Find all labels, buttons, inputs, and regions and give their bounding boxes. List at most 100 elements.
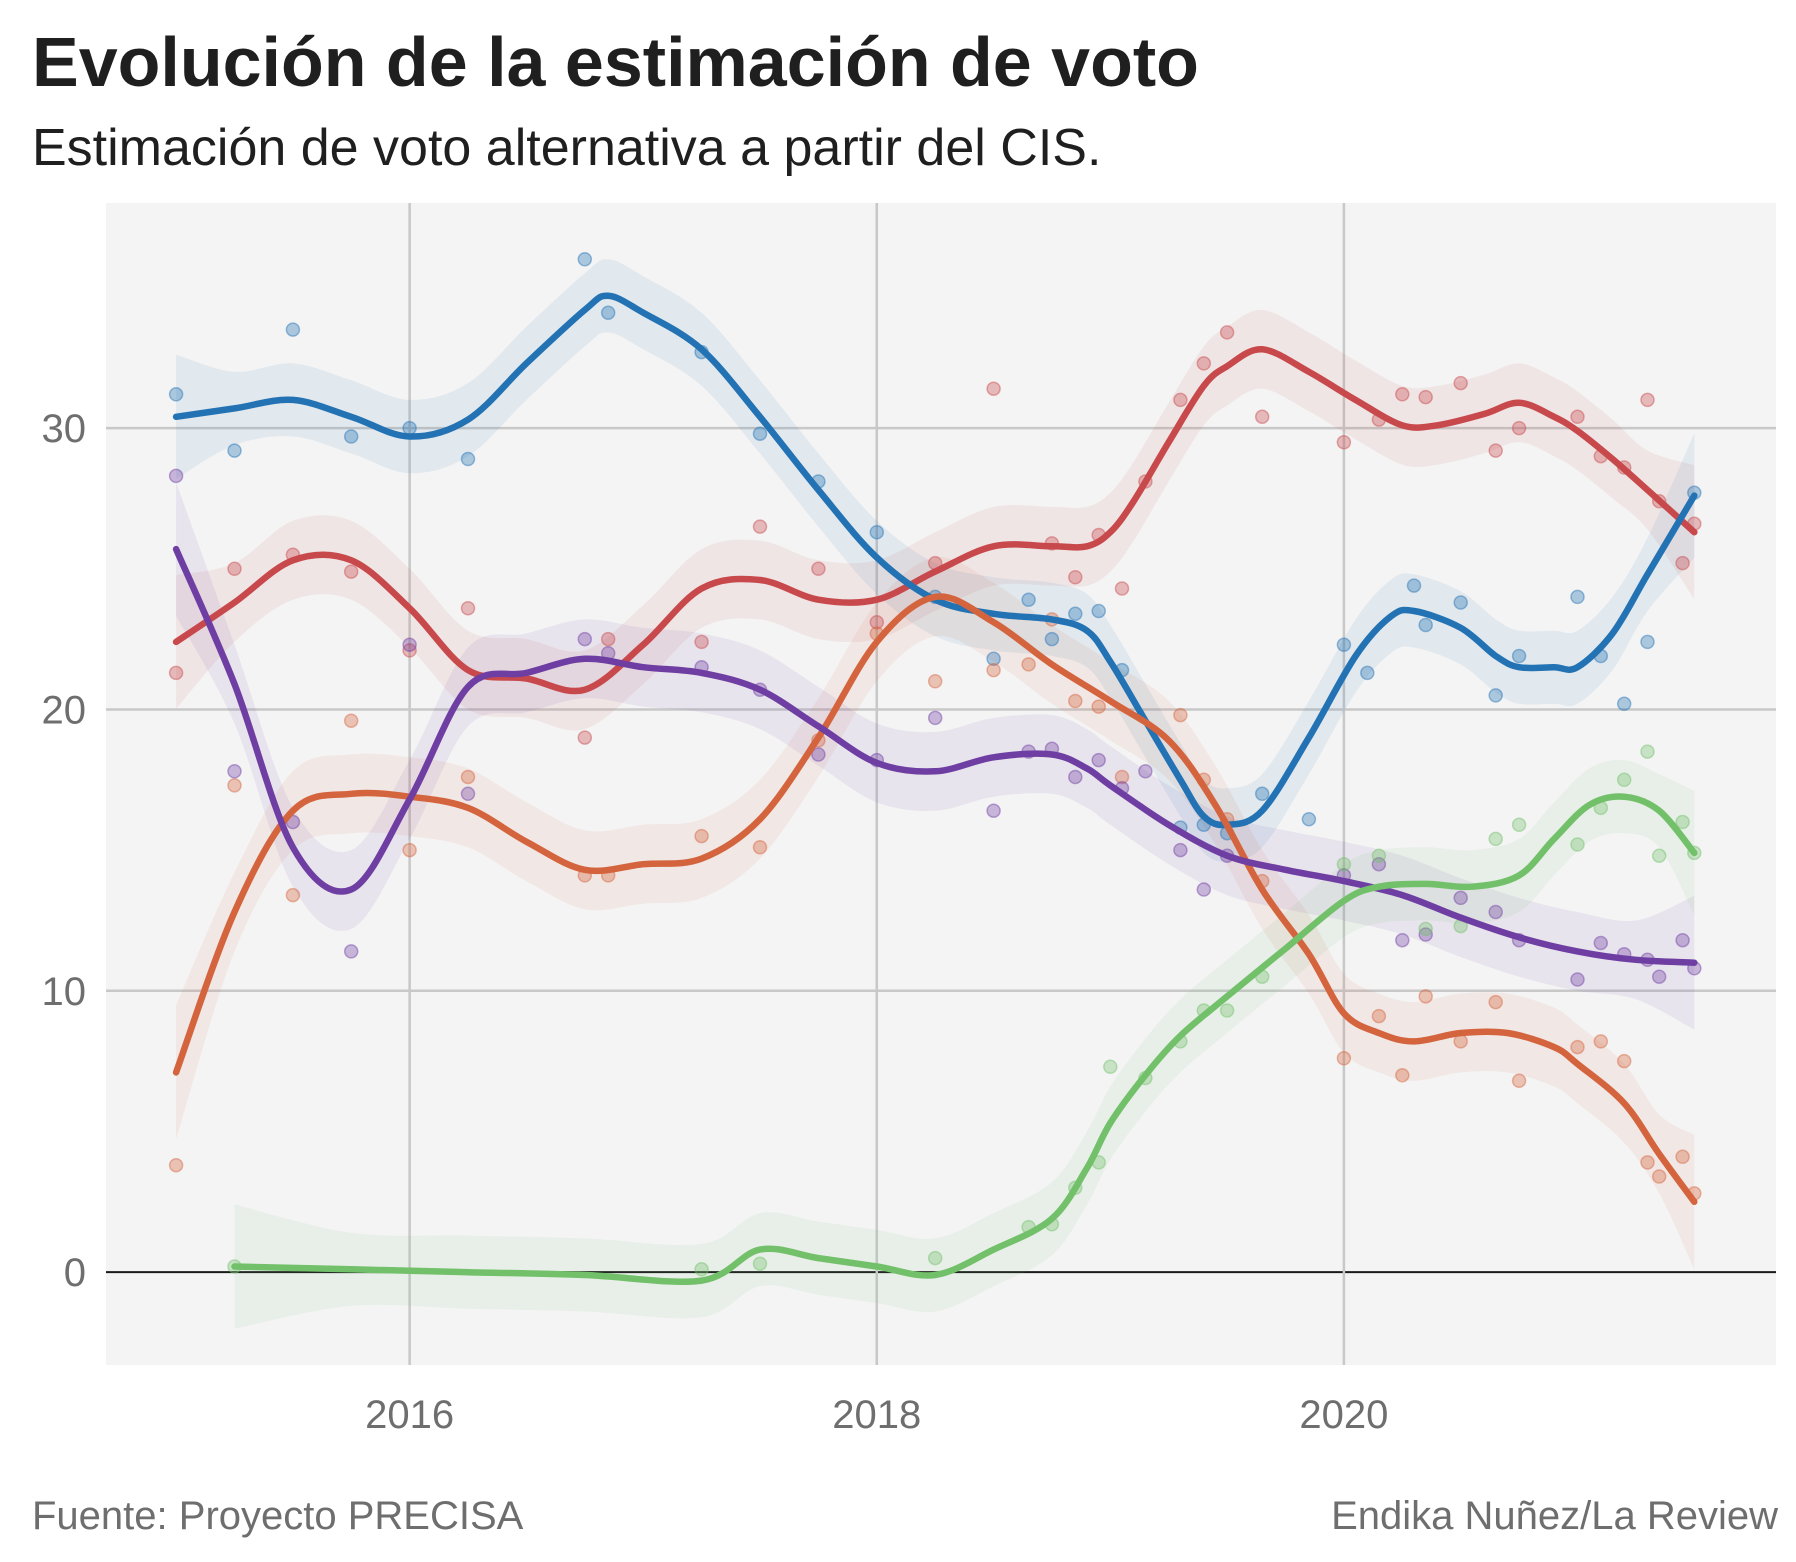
data-point <box>1453 595 1468 610</box>
data-point <box>927 710 943 726</box>
data-point <box>1488 831 1503 847</box>
data-point <box>1488 904 1503 920</box>
data-point <box>1640 392 1655 408</box>
data-point <box>1103 1059 1118 1075</box>
trend-line <box>172 292 1698 829</box>
data-point <box>1068 769 1083 785</box>
data-point <box>1593 935 1609 951</box>
data-point <box>227 764 242 779</box>
data-point <box>1616 1053 1632 1069</box>
data-point <box>1418 921 1433 937</box>
data-point <box>1488 994 1503 1010</box>
data-point <box>1196 356 1212 371</box>
trend-line <box>172 545 1698 966</box>
data-point <box>168 665 184 681</box>
data-point <box>1336 637 1352 652</box>
data-point <box>986 651 1001 667</box>
data-point <box>1196 882 1212 897</box>
data-point <box>343 713 359 728</box>
data-point <box>227 561 242 577</box>
data-point <box>285 887 301 903</box>
data-point <box>1675 555 1690 571</box>
data-point <box>1570 837 1585 852</box>
data-point <box>1651 1169 1667 1184</box>
data-point <box>811 561 826 577</box>
data-point <box>1593 1034 1609 1049</box>
trend-line <box>172 346 1698 695</box>
data-point <box>343 429 359 444</box>
data-point <box>986 803 1001 818</box>
data-point <box>577 252 593 267</box>
data-point <box>694 1262 709 1277</box>
data-point <box>1068 569 1083 585</box>
data-point <box>1511 1073 1527 1089</box>
data-point <box>1371 848 1387 863</box>
line-chart: 0 10 20 30 2016 2018 2020 <box>42 203 1776 1437</box>
y-axis-tick-labels: 0 10 20 30 <box>42 407 87 1295</box>
data-point <box>1091 603 1106 619</box>
trend-line <box>231 793 1698 1286</box>
data-point <box>752 426 768 441</box>
data-point <box>1021 592 1036 607</box>
data-point <box>1511 420 1527 436</box>
data-point <box>1371 856 1387 872</box>
data-point <box>1511 648 1527 664</box>
data-point <box>1091 699 1106 714</box>
data-point <box>577 631 593 647</box>
data-point <box>1360 665 1375 681</box>
data-point <box>1418 927 1433 942</box>
trend-line <box>172 593 1698 1206</box>
data-point <box>1173 842 1188 858</box>
data-point <box>1254 409 1270 425</box>
data-point <box>460 786 476 802</box>
data-point <box>343 564 359 579</box>
data-point <box>168 1157 184 1173</box>
confidence-band <box>234 759 1695 1329</box>
data-point <box>694 634 709 650</box>
data-point <box>1488 688 1503 703</box>
data-point <box>1091 752 1106 768</box>
data-point <box>1488 443 1503 458</box>
data-point <box>1114 581 1130 596</box>
data-point <box>227 443 242 458</box>
data-point <box>1114 769 1130 785</box>
x-tick-label: 2016 <box>365 1393 454 1437</box>
x-axis-tick-labels: 2016 2018 2020 <box>365 1393 1388 1437</box>
data-point <box>927 674 943 689</box>
data-point <box>1173 707 1188 723</box>
data-point <box>1418 989 1433 1004</box>
data-point <box>1395 932 1410 948</box>
data-point <box>1021 657 1036 672</box>
plot-panel <box>106 203 1776 1365</box>
data-point <box>168 387 184 402</box>
data-point <box>1173 392 1188 408</box>
data-point <box>752 519 768 534</box>
data-point <box>927 1250 943 1266</box>
confidence-band <box>176 482 1695 1030</box>
chart-title: Evolución de la estimación de voto <box>32 23 1199 101</box>
data-point <box>1651 969 1667 984</box>
data-point <box>460 769 476 785</box>
data-point <box>1068 693 1083 709</box>
data-point <box>1044 631 1060 647</box>
data-point <box>1640 634 1655 650</box>
data-point <box>1570 589 1585 605</box>
data-point <box>1570 1039 1585 1055</box>
trend-lines <box>172 292 1698 1286</box>
data-point <box>1418 617 1433 633</box>
data-point <box>1395 387 1410 402</box>
data-point <box>1675 814 1690 830</box>
data-point <box>811 747 826 762</box>
data-point <box>1336 434 1352 450</box>
data-point <box>869 524 885 540</box>
data-point <box>402 637 417 652</box>
gridlines <box>106 203 1776 1365</box>
confidence-band <box>176 259 1695 862</box>
x-tick-label: 2020 <box>1299 1393 1388 1437</box>
source-caption: Fuente: Proyecto PRECISA <box>32 1494 524 1538</box>
author-caption: Endika Nuñez/La Review <box>1331 1494 1778 1538</box>
data-point <box>1640 1155 1655 1170</box>
data-point <box>752 1256 768 1271</box>
data-point <box>1336 1051 1352 1066</box>
data-point <box>1395 1067 1410 1083</box>
